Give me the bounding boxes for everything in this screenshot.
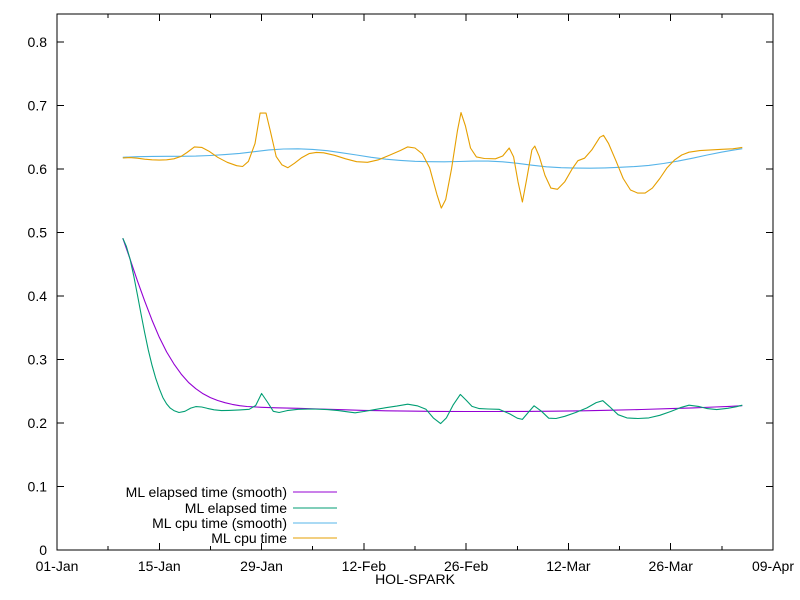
legend: ML elapsed time (smooth)ML elapsed timeM… [126,484,337,546]
x-tick-label: 01-Jan [36,558,79,574]
series-line-ml-cpu-time-smooth [122,148,743,169]
x-tick-label: 09-Apr [752,558,794,574]
x-tick-label: 12-Mar [546,558,591,574]
y-tick-label: 0.2 [28,415,48,431]
x-tick-label: 15-Jan [138,558,181,574]
x-tick-label: 29-Jan [240,558,283,574]
axes: 0 0.1 0.2 0.3 0.4 0.5 0.6 0.7 0.8 01-Jan 15-Jan 29-… [28,13,794,574]
y-tick-label: 0.3 [28,352,48,368]
x-tick-label: 12-Feb [342,558,387,574]
y-tick-label: 0.5 [28,225,48,241]
series-line-ml-elapsed-time [122,237,743,425]
y-tick-label: 0.1 [28,479,48,495]
legend-label-ml-elapsed-time-smooth: ML elapsed time (smooth) [126,484,287,500]
x-tick-label: 26-Mar [649,558,694,574]
y-tick-label: 0.8 [28,34,48,50]
legend-label-ml-cpu-time: ML cpu time [211,530,287,546]
series-lines [122,112,743,425]
legend-label-ml-elapsed-time: ML elapsed time [185,500,287,516]
legend-label-ml-cpu-time-smooth: ML cpu time (smooth) [152,515,287,531]
y-tick-label: 0.7 [28,98,48,114]
y-tick-label: 0.6 [28,161,48,177]
series-line-ml-cpu-time [122,112,743,209]
y-tick-label: 0.4 [28,288,48,304]
x-axis-title: HOL-SPARK [375,571,456,587]
plot-border [56,13,774,551]
series-line-ml-elapsed-time-smooth [122,238,743,413]
x-tick-label: 26-Feb [444,558,489,574]
y-tick-label: 0 [39,542,47,558]
